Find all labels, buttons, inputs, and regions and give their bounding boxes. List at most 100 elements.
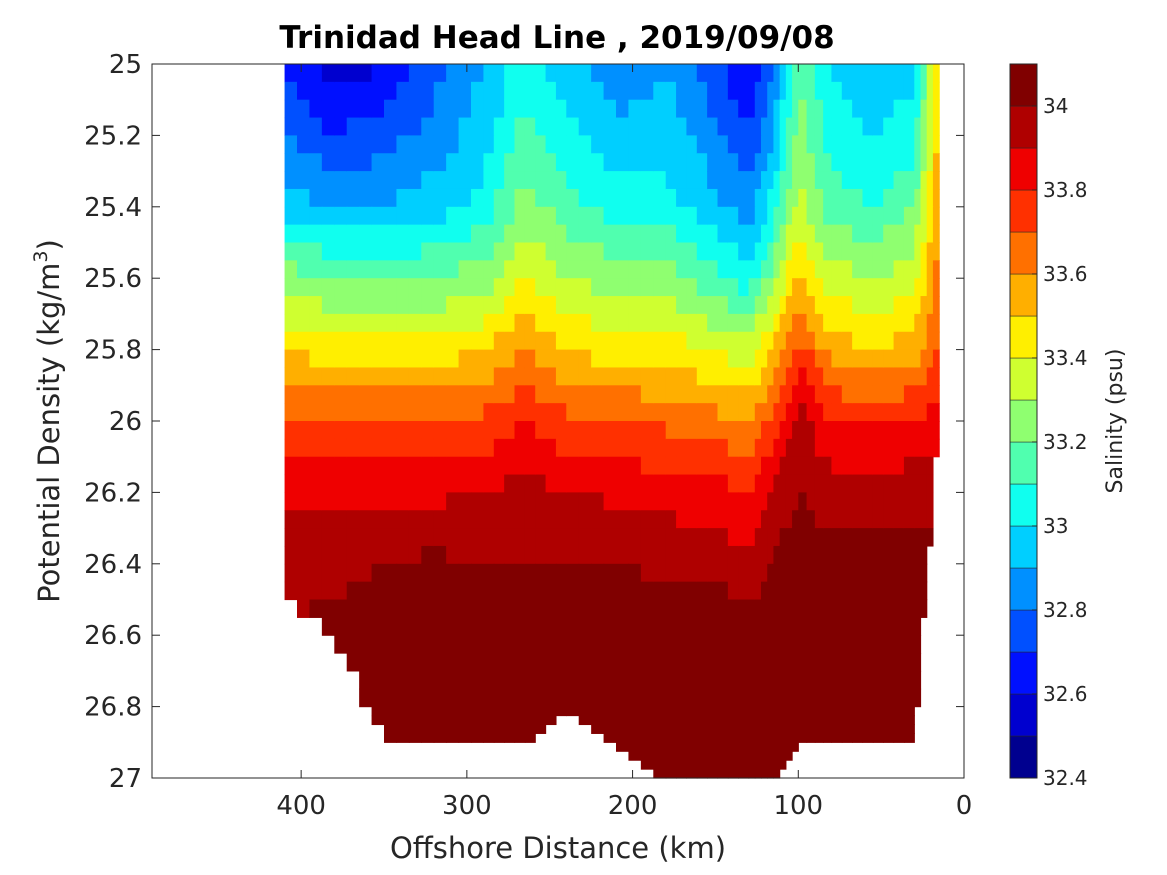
contour-cell — [831, 349, 843, 369]
contour-cell — [792, 528, 799, 547]
contour-cell — [823, 99, 833, 119]
contour-cell — [640, 135, 654, 154]
contour-cell — [458, 188, 472, 208]
contour-cell — [371, 242, 385, 261]
contour-cell — [433, 260, 447, 279]
contour-cell — [814, 242, 824, 261]
contour-cell — [773, 653, 781, 672]
contour-cell — [321, 153, 335, 172]
contour-cell — [872, 81, 884, 101]
contour-cell — [665, 385, 677, 404]
contour-cell — [883, 385, 895, 404]
contour-cell — [483, 456, 495, 476]
contour-cell — [914, 117, 922, 136]
contour-cell — [297, 545, 311, 565]
y-axis-label-superscript: 3 — [30, 250, 52, 262]
contour-cell — [792, 296, 799, 315]
contour-cell — [814, 715, 824, 726]
contour-cell — [686, 296, 698, 315]
contour-cell — [893, 99, 905, 119]
contour-cell — [483, 153, 495, 172]
contour-cell — [628, 510, 642, 529]
contour-cell — [297, 296, 311, 315]
contour-cell — [914, 617, 922, 636]
contour-cell — [504, 528, 516, 547]
contour-cell — [727, 260, 739, 279]
contour-cell — [555, 438, 567, 458]
contour-cell — [785, 188, 793, 208]
contour-cell — [640, 81, 654, 101]
contour-cell — [823, 456, 833, 476]
contour-cell — [785, 278, 793, 297]
contour-cell — [920, 474, 928, 493]
contour-cell — [524, 456, 536, 476]
contour-cell — [761, 153, 768, 172]
contour-cell — [297, 64, 311, 83]
contour-cell — [514, 153, 526, 172]
contour-cell — [806, 224, 816, 244]
contour-cell — [384, 81, 398, 101]
contour-cell — [514, 296, 526, 315]
contour-cell — [676, 438, 688, 458]
contour-cell — [665, 510, 677, 529]
contour-cell — [754, 715, 762, 726]
contour-cell — [748, 367, 756, 386]
contour-cell — [761, 528, 768, 547]
contour-cell — [883, 367, 895, 386]
contour-cell — [535, 438, 547, 458]
contour-cell — [545, 367, 557, 386]
contour-cell — [707, 349, 719, 369]
colorbar-band — [1009, 189, 1038, 233]
contour-cell — [920, 528, 928, 547]
contour-cell — [883, 296, 895, 315]
contour-cell — [862, 367, 874, 386]
contour-cell — [616, 117, 630, 136]
contour-cell — [806, 688, 816, 708]
contour-cell — [665, 492, 677, 511]
contour-cell — [359, 224, 373, 244]
contour-cell — [665, 635, 677, 654]
contour-cell — [903, 313, 915, 333]
contour-cell — [493, 563, 505, 583]
contour-cell — [814, 296, 824, 315]
contour-cell — [903, 99, 915, 119]
contour-cell — [384, 653, 398, 672]
contour-cell — [555, 171, 567, 190]
contour-cell — [504, 260, 516, 279]
contour-cell — [767, 349, 775, 369]
contour-cell — [920, 403, 928, 422]
contour-cell — [284, 492, 298, 511]
contour-cell — [914, 670, 922, 690]
contour-cell — [493, 421, 505, 440]
contour-cell — [686, 653, 698, 672]
contour-cell — [433, 242, 447, 261]
contour-cell — [640, 349, 654, 369]
contour-cell — [779, 99, 787, 119]
contour-cell — [798, 403, 808, 422]
contour-cell — [297, 242, 311, 261]
contour-cell — [535, 278, 547, 297]
contour-cell — [754, 706, 762, 717]
contour-cell — [471, 421, 485, 440]
contour-cell — [471, 599, 485, 618]
contour-cell — [653, 349, 667, 369]
contour-cell — [591, 153, 605, 172]
contour-cell — [640, 331, 654, 351]
contour-cell — [767, 751, 775, 761]
contour-cell — [806, 403, 816, 422]
contour-cell — [458, 706, 472, 717]
contour-cell — [862, 385, 874, 404]
contour-cell — [566, 545, 580, 565]
contour-cell — [483, 99, 495, 119]
contour-cell — [334, 99, 348, 119]
contour-cell — [284, 64, 298, 83]
contour-cell — [665, 296, 677, 315]
contour-cell — [297, 349, 311, 369]
contour-cell — [653, 510, 667, 529]
contour-cell — [852, 670, 864, 690]
contour-cell — [665, 706, 677, 717]
contour-cell — [823, 528, 833, 547]
contour-cell — [471, 492, 485, 511]
contour-cell — [408, 733, 422, 743]
